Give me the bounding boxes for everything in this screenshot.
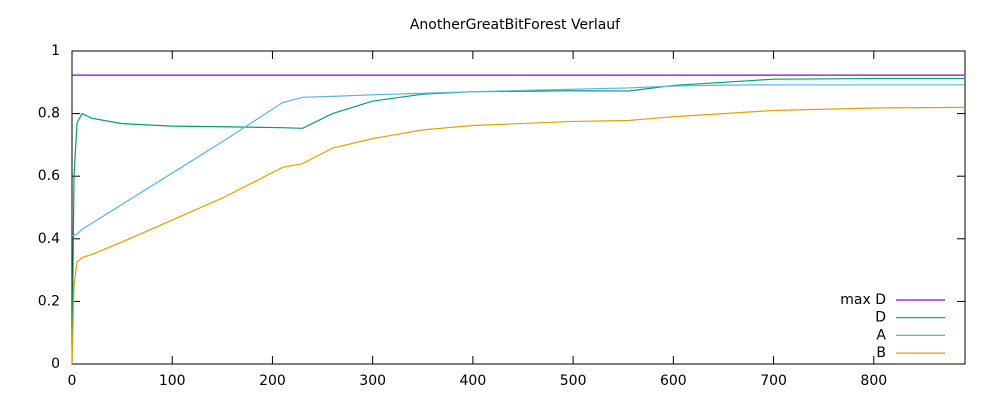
x-tick-label: 500 bbox=[560, 373, 587, 389]
series-line bbox=[71, 84, 964, 237]
x-tick-label: 100 bbox=[159, 373, 186, 389]
x-tick-label: 800 bbox=[860, 373, 887, 389]
series-line bbox=[71, 77, 964, 365]
y-tick-label: 0.4 bbox=[38, 231, 60, 247]
y-tick-label: 0.2 bbox=[38, 293, 60, 309]
y-tick-label: 0 bbox=[51, 356, 60, 372]
legend-label: D bbox=[875, 310, 886, 326]
x-tick-label: 0 bbox=[68, 373, 77, 389]
y-tick-label: 0.6 bbox=[38, 168, 60, 184]
plot-border bbox=[71, 50, 966, 365]
chart-title: AnotherGreatBitForest Verlauf bbox=[410, 17, 621, 33]
series-line bbox=[71, 106, 965, 365]
x-tick-label: 700 bbox=[760, 373, 787, 389]
x-tick-label: 600 bbox=[660, 373, 687, 389]
legend-label: A bbox=[876, 327, 886, 343]
legend-label: B bbox=[876, 345, 886, 361]
x-tick-label: 200 bbox=[259, 373, 286, 389]
y-tick-label: 1 bbox=[51, 43, 60, 59]
x-tick-label: 400 bbox=[460, 373, 487, 389]
x-tick-label: 300 bbox=[359, 373, 386, 389]
y-tick-label: 0.8 bbox=[38, 106, 60, 122]
legend-label: max D bbox=[840, 292, 886, 308]
